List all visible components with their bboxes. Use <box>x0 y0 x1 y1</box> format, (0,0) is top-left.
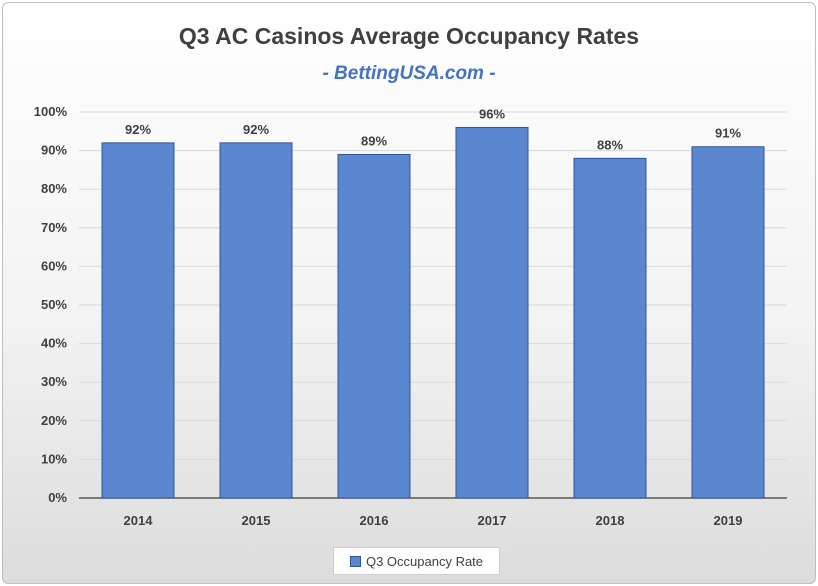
bar <box>691 146 765 499</box>
x-tick-label: 2017 <box>478 513 507 528</box>
y-tick-label: 60% <box>41 258 67 273</box>
y-tick-label: 20% <box>41 413 67 428</box>
y-tick-label: 40% <box>41 336 67 351</box>
chart-subtitle: - BettingUSA.com - <box>322 63 496 84</box>
bar <box>101 142 175 499</box>
y-tick-label: 90% <box>41 143 67 158</box>
x-tick-label: 2016 <box>360 513 389 528</box>
x-tick-label: 2018 <box>596 513 625 528</box>
data-label: 96% <box>479 106 505 121</box>
bar <box>219 142 293 499</box>
x-tick-label: 2014 <box>124 513 154 528</box>
data-label: 89% <box>361 133 387 148</box>
bar <box>455 126 529 499</box>
y-tick-label: 50% <box>41 297 67 312</box>
legend-swatch <box>349 555 361 567</box>
chart-title: Q3 AC Casinos Average Occupancy Rates <box>178 23 640 49</box>
chart-legend: Q3 Occupancy Rate <box>333 547 500 575</box>
data-label: 92% <box>243 122 269 137</box>
y-tick-label: 30% <box>41 374 67 389</box>
x-tick-label: 2015 <box>242 513 271 528</box>
data-label: 92% <box>125 122 151 137</box>
y-tick-label: 0% <box>48 490 67 505</box>
chart-plot: 0% 10% 20% 30% 40% 50% 60% 70% 80% 90% 100% 92% 2014… <box>34 104 787 528</box>
y-tick-label: 100% <box>34 104 68 119</box>
legend-label: Q3 Occupancy Rate <box>365 553 484 569</box>
x-tick-label: 2019 <box>714 513 743 528</box>
data-label: 88% <box>597 137 623 152</box>
y-tick-label: 10% <box>41 451 67 466</box>
y-tick-label: 70% <box>41 220 67 235</box>
data-label: 91% <box>715 126 741 141</box>
y-tick-label: 80% <box>41 181 67 196</box>
bar <box>573 157 647 499</box>
bar <box>337 153 411 499</box>
